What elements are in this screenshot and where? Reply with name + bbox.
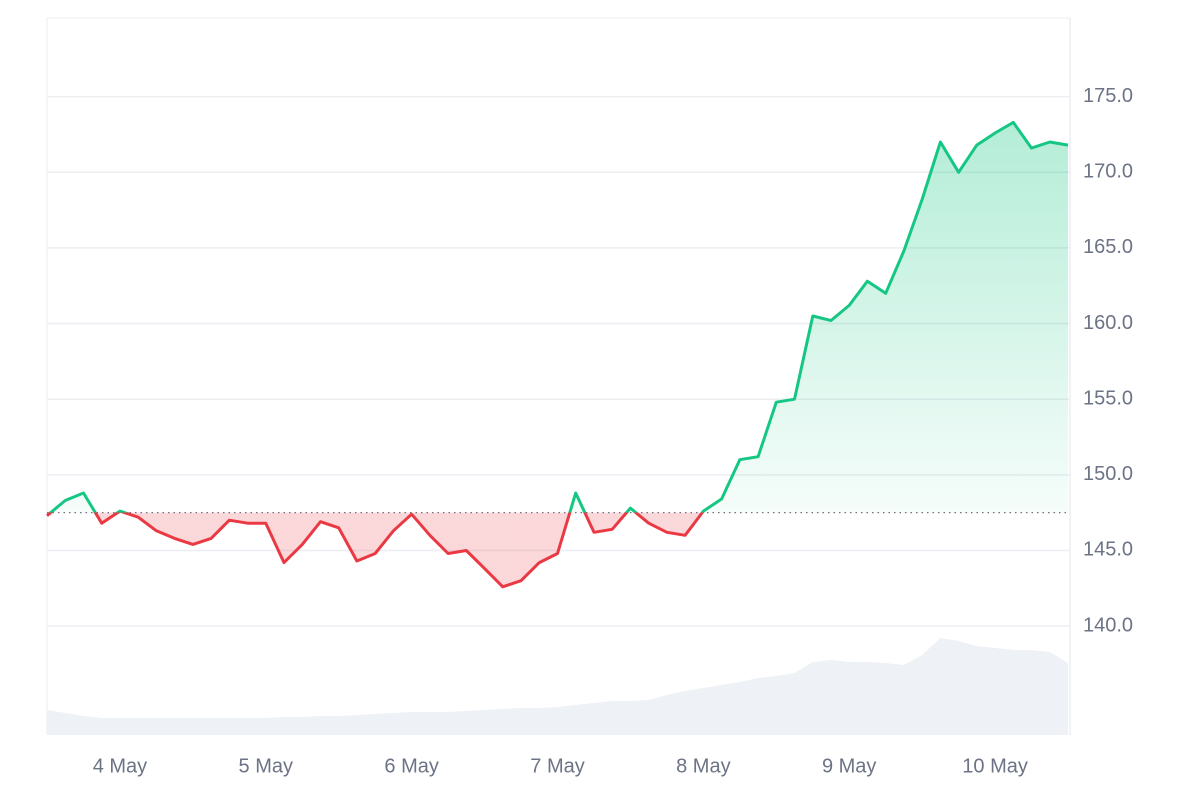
x-tick-label: 4 May: [93, 755, 147, 777]
y-tick-label: 140.0: [1083, 614, 1133, 636]
x-tick-label: 6 May: [384, 755, 438, 777]
price-area: [47, 122, 1068, 587]
x-tick-label: 9 May: [822, 755, 876, 777]
x-tick-label: 8 May: [676, 755, 730, 777]
y-tick-label: 160.0: [1083, 312, 1133, 334]
x-tick-label: 10 May: [962, 755, 1028, 777]
y-tick-label: 145.0: [1083, 539, 1133, 561]
y-tick-label: 170.0: [1083, 161, 1133, 183]
y-tick-label: 175.0: [1083, 85, 1133, 107]
price-line: [46, 120, 1069, 589]
y-tick-label: 150.0: [1083, 463, 1133, 485]
y-tick-label: 165.0: [1083, 236, 1133, 258]
x-tick-label: 7 May: [530, 755, 584, 777]
volume-area: [47, 638, 1068, 735]
y-tick-label: 155.0: [1083, 387, 1133, 409]
x-tick-label: 5 May: [239, 755, 293, 777]
